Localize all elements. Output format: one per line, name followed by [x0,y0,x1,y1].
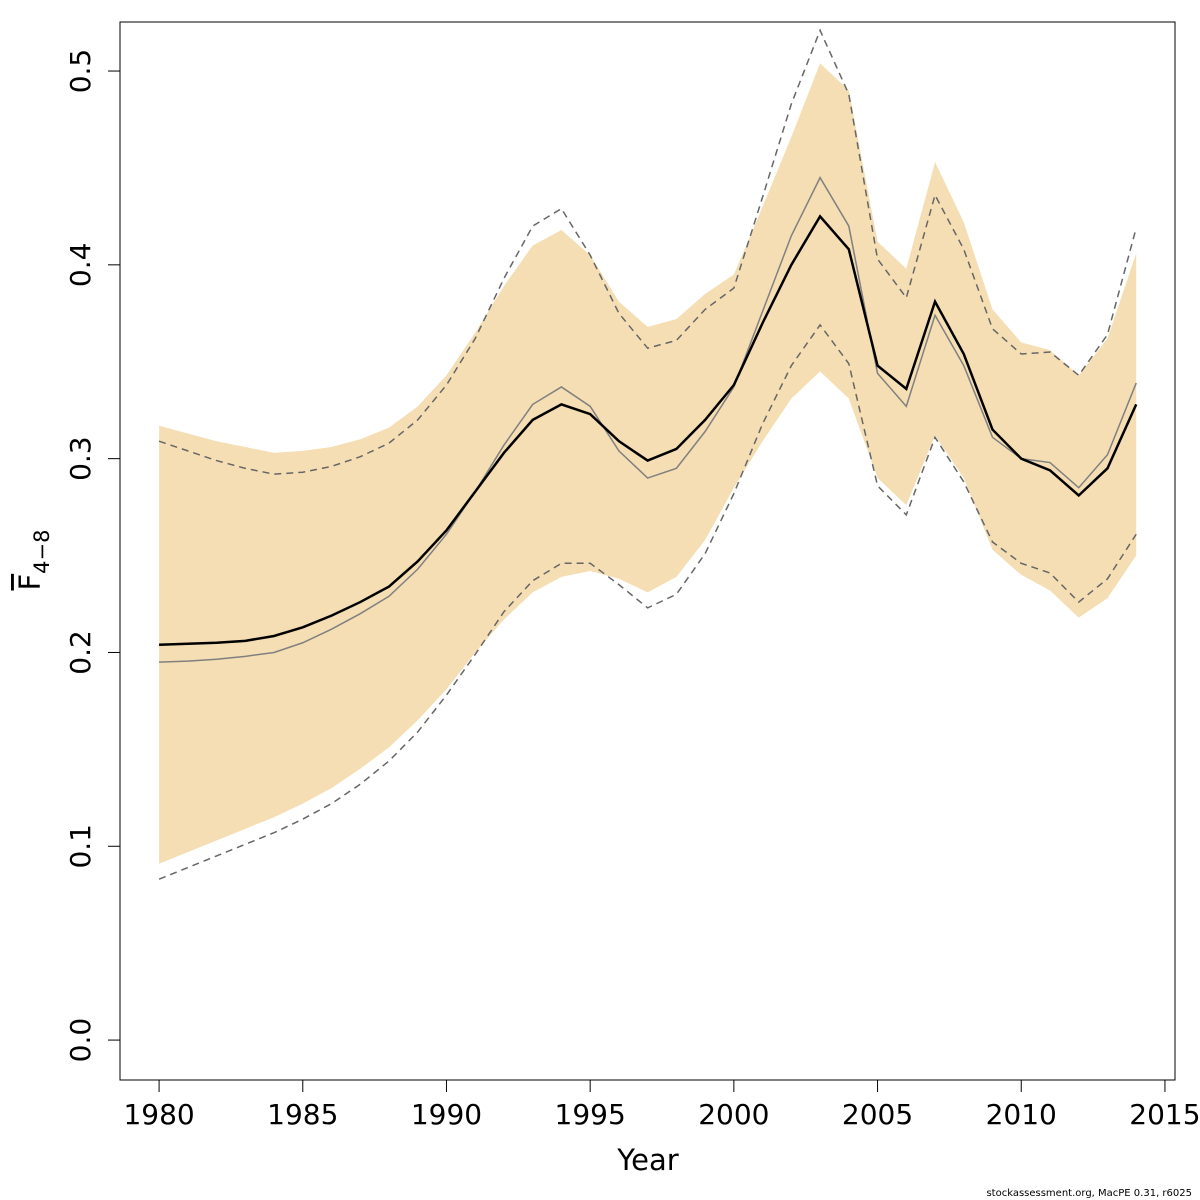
y-axis-label: F4−8 [13,529,54,590]
footer: stockassessment.org, MacPE 0.31, r6025 [986,1188,1192,1199]
x-axis-label: Year [616,1143,678,1177]
y-label-main: F [13,574,47,591]
x-tick-label: 1985 [267,1098,338,1131]
y-tick-label: 0.5 [64,49,97,94]
estimate-line [159,214,1138,646]
x-tick-label: 2005 [842,1098,913,1131]
x-tick-label: 1990 [411,1098,482,1131]
y-tick-label: 0.3 [64,436,97,481]
x-tick-label: 1995 [555,1098,626,1131]
plot [158,28,1138,880]
y-tick-label: 0.0 [64,1018,97,1063]
y-tick-label: 0.2 [64,630,97,675]
estimate-line [159,176,1137,663]
y-tick-label: 0.4 [64,243,97,288]
x-tick-label: 2000 [698,1098,769,1131]
y-tick-label: 0.1 [64,824,97,869]
interval-line [158,323,1137,880]
confidence-band [159,63,1137,864]
x-tick-label: 2010 [986,1098,1057,1131]
y-label-sub: 4−8 [30,529,54,573]
x-tick-label: 2015 [1129,1098,1200,1131]
interval-line [158,28,1137,475]
x-tick-label: 1980 [123,1098,194,1131]
